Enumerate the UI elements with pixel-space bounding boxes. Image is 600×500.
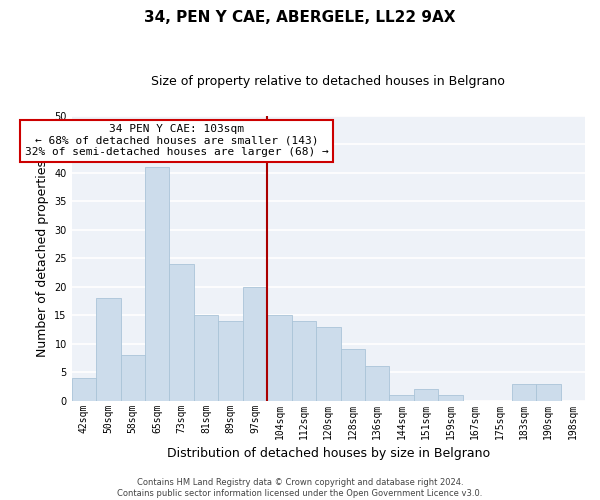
Text: 34, PEN Y CAE, ABERGELE, LL22 9AX: 34, PEN Y CAE, ABERGELE, LL22 9AX bbox=[144, 10, 456, 25]
Bar bbox=[292, 321, 316, 400]
Text: Contains HM Land Registry data © Crown copyright and database right 2024.
Contai: Contains HM Land Registry data © Crown c… bbox=[118, 478, 482, 498]
Bar bbox=[316, 326, 341, 400]
Bar bbox=[512, 384, 536, 400]
Bar bbox=[439, 395, 463, 400]
Text: 34 PEN Y CAE: 103sqm
← 68% of detached houses are smaller (143)
32% of semi-deta: 34 PEN Y CAE: 103sqm ← 68% of detached h… bbox=[25, 124, 329, 158]
X-axis label: Distribution of detached houses by size in Belgrano: Distribution of detached houses by size … bbox=[167, 447, 490, 460]
Bar bbox=[121, 355, 145, 401]
Bar bbox=[414, 389, 439, 400]
Bar bbox=[194, 315, 218, 400]
Bar bbox=[169, 264, 194, 400]
Y-axis label: Number of detached properties: Number of detached properties bbox=[36, 160, 49, 356]
Bar bbox=[267, 315, 292, 400]
Bar bbox=[71, 378, 96, 400]
Bar bbox=[218, 321, 243, 400]
Bar bbox=[341, 350, 365, 401]
Bar bbox=[243, 286, 267, 401]
Bar bbox=[389, 395, 414, 400]
Bar bbox=[145, 167, 169, 400]
Bar bbox=[96, 298, 121, 400]
Bar bbox=[365, 366, 389, 400]
Bar bbox=[536, 384, 560, 400]
Title: Size of property relative to detached houses in Belgrano: Size of property relative to detached ho… bbox=[151, 75, 505, 88]
